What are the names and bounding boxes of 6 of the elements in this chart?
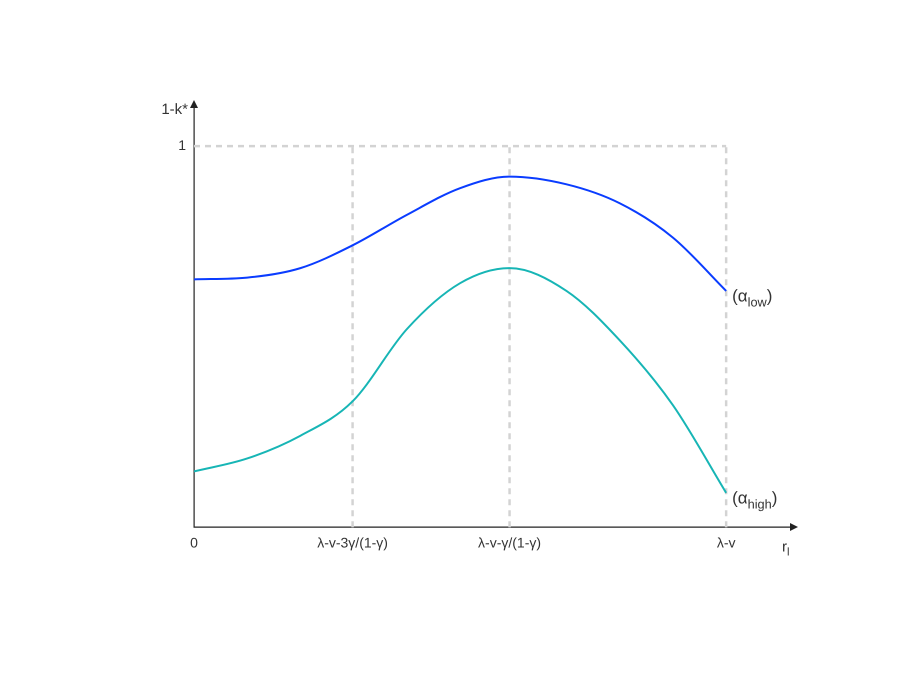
ref-line-label: 1 <box>178 136 186 153</box>
x-tick-label: λ-v-3γ/(1-γ) <box>317 534 388 550</box>
x-tick-label: λ-v <box>716 534 736 550</box>
x-tick-label: 0 <box>190 534 198 550</box>
x-tick-label: λ-v-γ/(1-γ) <box>478 534 542 550</box>
y-axis-title: 1-k* <box>161 101 188 118</box>
